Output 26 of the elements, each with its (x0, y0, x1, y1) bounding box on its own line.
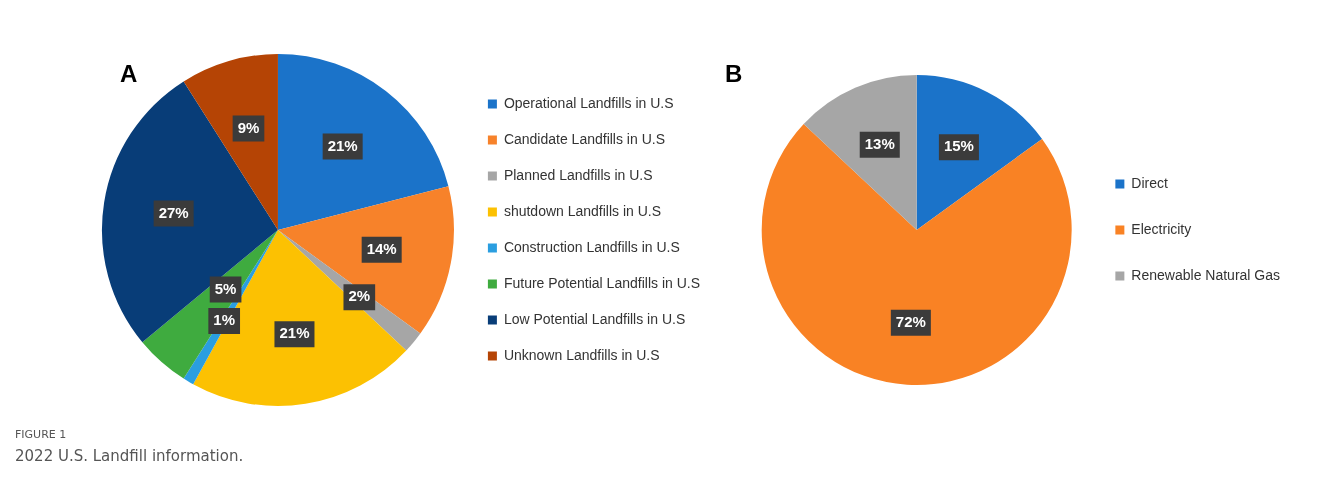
data-label: 13% (864, 134, 895, 152)
data-label: 2% (348, 287, 371, 305)
legend-label: Low Potential Landfills in U.S (503, 310, 686, 327)
caption: FIGURE 1 (15, 428, 67, 441)
legend-label: Renewable Natural Gas (1131, 266, 1281, 283)
legend-label: Unknown Landfills in U.S (503, 346, 660, 363)
data-label: 27% (158, 203, 189, 221)
legend-label: Direct (1131, 174, 1169, 191)
chart-title: B (725, 60, 743, 88)
data-label: 72% (895, 312, 926, 330)
chart-title: A (120, 60, 138, 88)
legend-label: Future Potential Landfills in U.S (503, 274, 701, 291)
legend-label: Planned Landfills in U.S (503, 166, 653, 183)
data-label: 1% (213, 311, 236, 329)
legend-label: Operational Landfills in U.S (503, 94, 674, 111)
data-label: 21% (279, 324, 310, 342)
data-label: 21% (327, 136, 358, 154)
legend-label: Construction Landfills in U.S (503, 238, 680, 255)
legend-label: Electricity (1131, 220, 1192, 237)
text: 2022 U.S. Landfill information. (15, 447, 244, 465)
data-label: 9% (237, 118, 260, 136)
legend-label: Candidate Landfills in U.S (503, 130, 666, 147)
data-label: 14% (366, 239, 397, 257)
data-label: 5% (214, 279, 237, 297)
legend-label: shutdown Landfills in U.S (503, 202, 662, 219)
data-label: 15% (943, 137, 974, 155)
